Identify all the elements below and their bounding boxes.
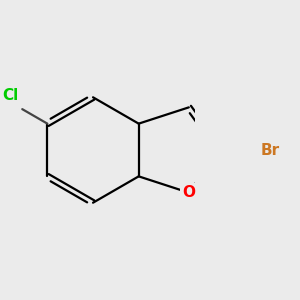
Text: Br: Br: [261, 142, 280, 158]
Text: Cl: Cl: [3, 88, 19, 103]
Text: O: O: [182, 185, 195, 200]
